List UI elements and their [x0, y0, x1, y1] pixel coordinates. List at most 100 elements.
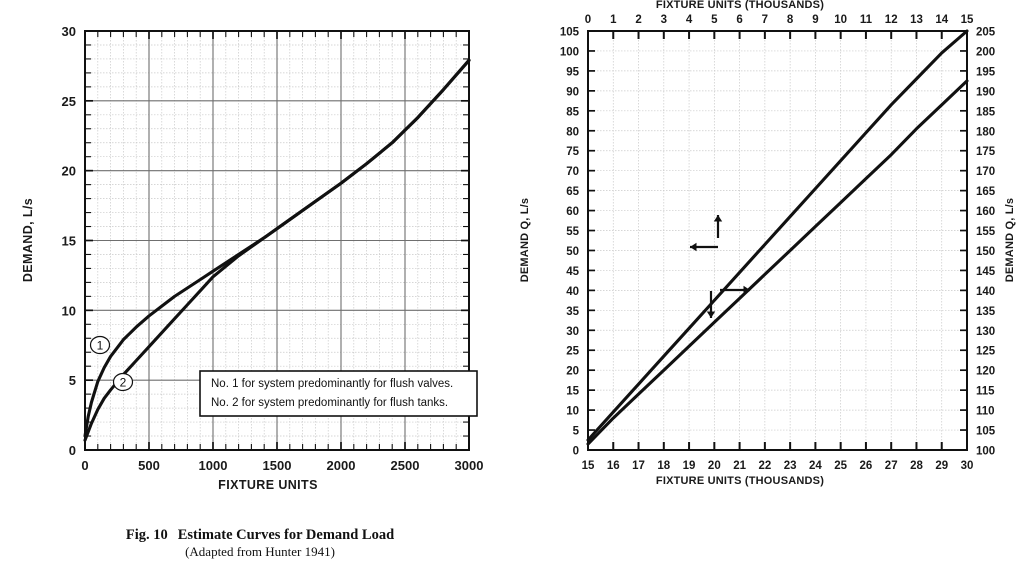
fig10-legend-box: No. 1 for system predominantly for flush… — [199, 370, 478, 417]
fig9-right-y-tick-label: 110 — [976, 406, 995, 418]
fig9-bottom-x-tick-label: 28 — [910, 460, 923, 472]
fig9-bottom-x-tick-label: 23 — [784, 460, 797, 472]
fig10-legend-line-2: No. 2 for system predominantly for flush… — [211, 397, 448, 409]
fig9-right-y-tick-label: 145 — [976, 266, 996, 278]
fig9-grid — [587, 30, 968, 451]
fig9-left-y-tick-label: 70 — [566, 166, 579, 178]
figure-10-estimate-curves: DEMAND, L/s 0 500 1000 1500 2000 2500 3000 0 5 10… — [21, 24, 484, 561]
figure-9-demand-vs-fixture-units: FIXTURE UNITS (THOUSANDS) DEMAND Q, L/s … — [512, 0, 1024, 583]
fig9-top-x-tick-label: 13 — [910, 14, 923, 26]
fig9-bottom-x-tick-label: 27 — [885, 460, 898, 472]
fig9-right-y-tick-label: 150 — [976, 246, 995, 258]
fig10-curve-2 — [83, 58, 471, 442]
fig9-left-y-tick-label: 55 — [566, 226, 579, 238]
fig9-left-y-tick-label: 20 — [566, 366, 579, 378]
fig9-left-y-tick-label: 40 — [566, 286, 579, 298]
fig9-bottom-x-tick-label: 18 — [657, 460, 670, 472]
fig9-right-y-tick-label: 195 — [976, 66, 996, 78]
fig9-left-y-tick-label: 45 — [566, 266, 579, 278]
fig9-arrow-left — [690, 242, 718, 252]
arrow-head — [713, 215, 723, 222]
fig9-left-y-tick-label: 35 — [566, 306, 579, 318]
fig9-top-x-tick-label: 6 — [736, 14, 742, 26]
fig9-top-x-tick-label: 0 — [585, 14, 591, 26]
fig10-caption-title: Estimate Curves for Demand Load — [177, 527, 395, 544]
fig9-right-y-tick-label: 185 — [976, 106, 996, 118]
fig10-y-axis-title: DEMAND, L/s — [21, 198, 35, 282]
fig9-right-y-tick-label: 190 — [976, 86, 995, 98]
fig10-x-tick-label: 3000 — [455, 458, 484, 473]
arrow-head — [743, 285, 750, 295]
fig9-curve-lower — [586, 79, 969, 446]
arrow-head — [706, 311, 716, 318]
fig9-right-y-tick-label: 120 — [976, 366, 995, 378]
fig9-left-y-tick-label: 15 — [566, 386, 579, 398]
fig9-bottom-x-tick-label: 20 — [708, 460, 721, 472]
fig9-axis-reference-arrows — [690, 215, 750, 318]
fig9-left-y-tick-label: 85 — [566, 106, 579, 118]
fig10-tick-labels: 0 500 1000 1500 2000 2500 3000 0 5 10 15 20 25 30 — [62, 24, 484, 473]
fig9-bottom-x-tick-label: 30 — [961, 460, 974, 472]
fig9-bottom-x-tick-label: 24 — [809, 460, 822, 472]
fig9-left-y-tick-label: 105 — [560, 27, 580, 39]
fig10-caption: Fig. 10 Estimate Curves for Demand Load (… — [40, 508, 480, 561]
fig9-arrow-right — [720, 285, 750, 295]
fig9-right-y-tick-label: 140 — [976, 286, 995, 298]
fig9-left-y-tick-label: 80 — [566, 126, 579, 138]
fig9-left-y-tick-label: 60 — [566, 206, 579, 218]
fig10-x-axis-title: FIXTURE UNITS — [218, 478, 318, 492]
fig9-right-y-tick-label: 125 — [976, 346, 996, 358]
fig9-bottom-x-tick-label: 16 — [607, 460, 620, 472]
fig10-curves — [83, 58, 471, 442]
arrow-head — [690, 242, 697, 252]
fig10-legend-line-1: No. 1 for system predominantly for flush… — [211, 378, 453, 390]
fig9-top-x-tick-label: 2 — [635, 14, 641, 26]
fig10-y-tick-label: 0 — [69, 443, 76, 458]
fig9-right-y-tick-label: 165 — [976, 186, 996, 198]
fig9-top-x-tick-label: 9 — [812, 14, 818, 26]
fig9-bottom-x-tick-label: 15 — [582, 460, 595, 472]
fig9-bottom-x-tick-label: 19 — [683, 460, 696, 472]
fig9-left-axis-title: DEMAND Q, L/s — [519, 198, 531, 283]
fig10-curve-marker-1: 1 — [89, 335, 111, 355]
fig9-top-x-tick-label: 8 — [787, 14, 794, 26]
fig9-left-y-tick-label: 30 — [566, 326, 579, 338]
fig10-x-tick-label: 0 — [81, 458, 88, 473]
fig10-x-tick-label: 1000 — [199, 458, 228, 473]
fig9-bottom-axis-title: FIXTURE UNITS (THOUSANDS) — [656, 475, 824, 487]
fig9-top-x-tick-label: 10 — [834, 14, 847, 26]
fig9-left-y-tick-label: 0 — [573, 446, 579, 458]
fig9-left-y-tick-label: 50 — [566, 246, 579, 258]
fig9-arrow-down — [706, 291, 716, 318]
fig9-top-x-tick-label: 11 — [860, 14, 873, 26]
fig9-right-y-tick-label: 180 — [976, 126, 995, 138]
fig9-right-y-tick-label: 130 — [976, 326, 995, 338]
fig9-top-x-tick-label: 7 — [762, 14, 768, 26]
fig9-plot-frame — [587, 30, 968, 451]
fig9-right-y-tick-label: 160 — [976, 206, 995, 218]
fig9-left-y-tick-label: 90 — [566, 86, 579, 98]
fig10-y-tick-label: 25 — [62, 94, 76, 109]
fig10-y-tick-label: 10 — [62, 303, 76, 318]
fig9-bottom-x-tick-label: 17 — [632, 460, 645, 472]
fig9-bottom-x-tick-label: 22 — [758, 460, 771, 472]
fig9-left-y-tick-label: 100 — [560, 46, 579, 58]
fig9-top-x-tick-label: 5 — [711, 14, 718, 26]
fig10-y-tick-label: 30 — [62, 24, 76, 39]
fig10-x-tick-label: 1500 — [263, 458, 292, 473]
fig10-curve-marker-2-label: 2 — [120, 376, 127, 390]
fig9-left-y-tick-label: 65 — [566, 186, 579, 198]
fig9-bottom-x-tick-label: 25 — [834, 460, 847, 472]
fig10-y-tick-label: 15 — [62, 234, 76, 249]
fig9-svg: FIXTURE UNITS (THOUSANDS) DEMAND Q, L/s … — [519, 0, 1016, 487]
fig9-bottom-x-tick-label: 26 — [860, 460, 873, 472]
fig10-svg: DEMAND, L/s 0 500 1000 1500 2000 2500 3000 0 5 10… — [21, 24, 484, 492]
fig9-right-y-tick-label: 105 — [976, 426, 996, 438]
fig10-y-tick-label: 20 — [62, 164, 76, 179]
fig9-left-y-tick-label: 75 — [566, 146, 579, 158]
fig9-right-y-tick-label: 115 — [976, 386, 995, 398]
fig9-left-y-tick-label: 5 — [573, 426, 580, 438]
fig9-right-y-tick-label: 155 — [976, 226, 996, 238]
fig10-curve-marker-2: 2 — [112, 372, 134, 392]
